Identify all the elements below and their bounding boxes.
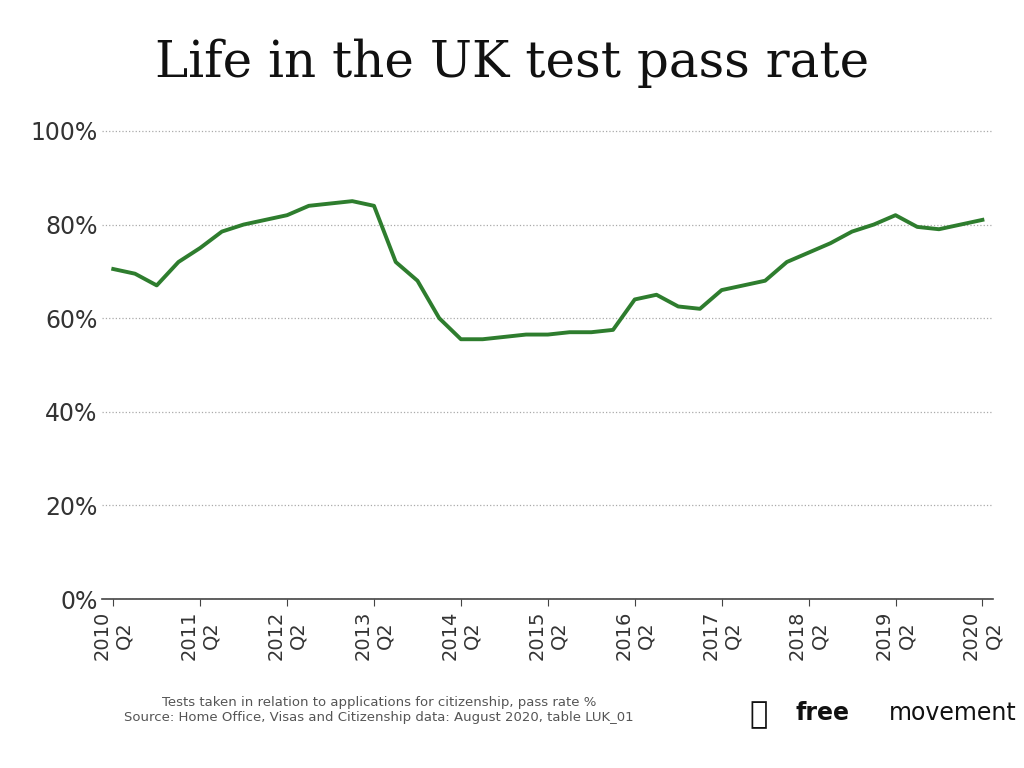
- Text: movement: movement: [889, 700, 1017, 725]
- Text: free: free: [796, 700, 850, 725]
- Text: 🐦: 🐦: [750, 700, 768, 729]
- Text: Tests taken in relation to applications for citizenship, pass rate %
Source: Hom: Tests taken in relation to applications …: [124, 697, 634, 724]
- Text: Life in the UK test pass rate: Life in the UK test pass rate: [155, 38, 869, 88]
